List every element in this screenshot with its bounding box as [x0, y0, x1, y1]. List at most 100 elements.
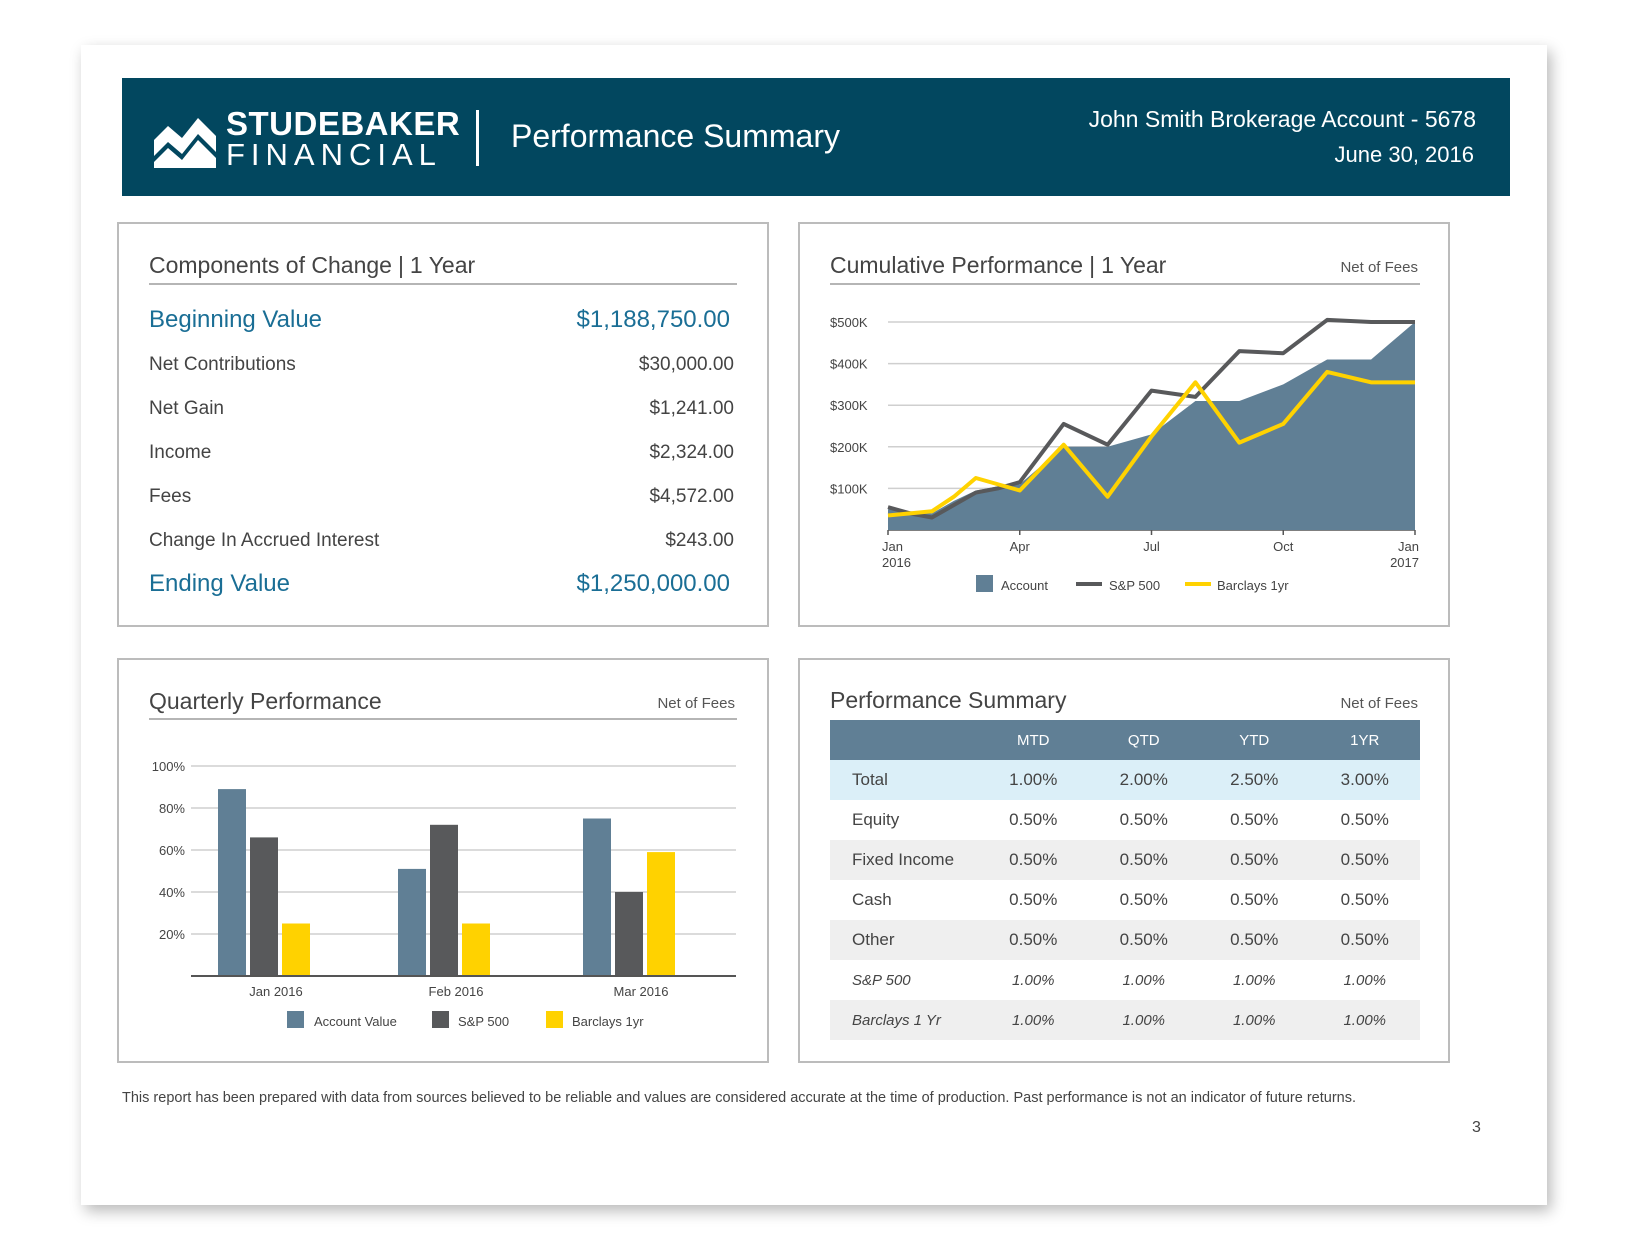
row-label: Net Gain	[149, 398, 224, 419]
barclays-bar	[647, 852, 675, 976]
y-tick-label: $200K	[830, 440, 868, 455]
y-tick-label: $500K	[830, 315, 868, 330]
quarterly-performance-card: Quarterly Performance Net of Fees 20% 40%…	[117, 658, 769, 1063]
cell-mtd: 0.50%	[978, 920, 1089, 960]
net-of-fees-note: Net of Fees	[657, 695, 735, 712]
quarterly-title: Quarterly Performance	[149, 688, 382, 714]
y-tick-label: $400K	[830, 357, 868, 372]
title-separator: |	[397, 252, 404, 278]
card-title: Quarterly Performance	[149, 687, 382, 715]
legend-swatch-account-value	[287, 1011, 304, 1028]
row-label: Beginning Value	[149, 306, 323, 333]
barclays-bar	[462, 923, 490, 976]
row-value: $4,572.00	[649, 486, 734, 507]
cell-1yr: 0.50%	[1309, 840, 1420, 880]
fees-row: Fees $4,572.00	[149, 486, 734, 516]
x-tick-label: Jan	[882, 539, 903, 554]
cell-1yr: 1.00%	[1309, 1000, 1420, 1040]
barclays-bar	[282, 923, 310, 976]
account-value-bar	[583, 818, 611, 976]
components-title: Components of Change	[149, 252, 392, 278]
table-row-sp500: S&P 500 1.00% 1.00% 1.00% 1.00%	[830, 960, 1420, 1000]
report-header: STUDEBAKER FINANCIAL Performance Summary…	[122, 78, 1510, 196]
title-rule	[149, 718, 737, 720]
cell-ytd: 1.00%	[1199, 1000, 1310, 1040]
components-period: 1 Year	[409, 252, 476, 278]
y-tick-label: $100K	[830, 481, 868, 496]
column-header-qtd: QTD	[1088, 720, 1199, 760]
sp500-bar	[430, 824, 458, 976]
cell-ytd: 0.50%	[1199, 920, 1310, 960]
cell-mtd: 0.50%	[1009, 810, 1058, 829]
row-value: $1,188,750.00	[576, 306, 730, 333]
card-title: Cumulative Performance | 1 Year	[830, 251, 1166, 279]
cell-qtd: 0.50%	[1119, 810, 1168, 829]
page-number: 3	[1472, 1119, 1481, 1136]
cell-qtd: 0.50%	[1119, 890, 1168, 909]
mountain-chart-icon	[154, 118, 216, 168]
x-tick-label: 2016	[882, 555, 911, 570]
table-row-other: Other 0.50% 0.50% 0.50% 0.50%	[830, 920, 1420, 960]
y-tick-label: 60%	[159, 843, 185, 858]
cell-qtd: 1.00%	[1088, 1000, 1199, 1040]
disclaimer: This report has been prepared with data …	[122, 1090, 1356, 1106]
cell-ytd: 0.50%	[1230, 890, 1279, 909]
cell-mtd: 0.50%	[978, 840, 1089, 880]
row-value: $30,000.00	[638, 354, 734, 375]
legend-label: Account Value	[314, 1014, 397, 1029]
barclays-line	[887, 369, 1415, 518]
x-tick-label: Mar 2016	[614, 984, 669, 999]
cell-qtd: 0.50%	[1088, 840, 1199, 880]
components-of-change-card: Components of Change | 1 Year Beginning Va…	[117, 222, 769, 627]
column-header-1yr: 1YR	[1309, 720, 1420, 760]
cell-qtd: 1.00%	[1122, 971, 1166, 989]
y-tick-label: 100%	[152, 759, 186, 774]
x-tick-label: Oct	[1273, 539, 1294, 554]
legend-swatch-account	[976, 575, 993, 592]
performance-summary-card: Performance Summary Net of Fees MTD QTD …	[798, 658, 1450, 1063]
column-header-blank	[830, 720, 978, 760]
table-row-barclays: Barclays 1 Yr 1.00% 1.00% 1.00% 1.00%	[830, 1000, 1420, 1040]
y-tick-label: 40%	[159, 885, 185, 900]
x-tick-label: Apr	[1010, 539, 1031, 554]
cell-ytd: 0.50%	[1230, 810, 1279, 829]
account-name: John Smith Brokerage Account - 5678	[1088, 106, 1476, 132]
cell-1yr: 0.50%	[1309, 920, 1420, 960]
cell-1yr: 1.00%	[1343, 971, 1387, 989]
row-value: $1,241.00	[649, 398, 734, 419]
cell-mtd: 1.00%	[978, 760, 1089, 800]
cell-1yr: 3.00%	[1309, 760, 1420, 800]
row-value: $243.00	[665, 530, 734, 551]
ending-value-row: Ending Value $1,250,000.00	[149, 570, 734, 600]
row-label: Income	[149, 442, 212, 463]
y-tick-label: 20%	[159, 927, 185, 942]
cell-mtd: 1.00%	[1011, 971, 1055, 989]
cell-mtd: 0.50%	[1009, 890, 1058, 909]
table-row-total: Total 1.00% 2.00% 2.50% 3.00%	[830, 760, 1420, 800]
y-tick-label: $300K	[830, 398, 868, 413]
cumulative-period: 1 Year	[1101, 252, 1167, 278]
x-tick-label: 2017	[1390, 555, 1419, 570]
sp500-line	[887, 317, 1415, 520]
cell-ytd: 1.00%	[1232, 971, 1276, 989]
x-tick-label: Feb 2016	[429, 984, 484, 999]
income-row: Income $2,324.00	[149, 442, 734, 472]
header-divider	[476, 110, 479, 166]
legend-label: Account	[1001, 578, 1048, 593]
cell-ytd: 0.50%	[1199, 840, 1310, 880]
net-contributions-row: Net Contributions $30,000.00	[149, 354, 734, 384]
account-value-bar	[218, 789, 246, 976]
net-of-fees-note: Net of Fees	[1340, 259, 1418, 276]
title-separator: |	[1089, 252, 1096, 278]
cell-qtd: 2.00%	[1088, 760, 1199, 800]
net-of-fees-note: Net of Fees	[1340, 695, 1418, 712]
logo-line-1: STUDEBAKER	[226, 105, 461, 142]
performance-summary-table: MTD QTD YTD 1YR Total 1.00% 2.00% 2.50% …	[830, 720, 1420, 1040]
x-tick-label: Jul	[1143, 539, 1160, 554]
account-area	[888, 322, 1415, 530]
row-label: Total	[830, 760, 978, 800]
column-header-mtd: MTD	[978, 720, 1089, 760]
account-value-bar	[398, 868, 426, 976]
title-rule	[830, 283, 1420, 285]
